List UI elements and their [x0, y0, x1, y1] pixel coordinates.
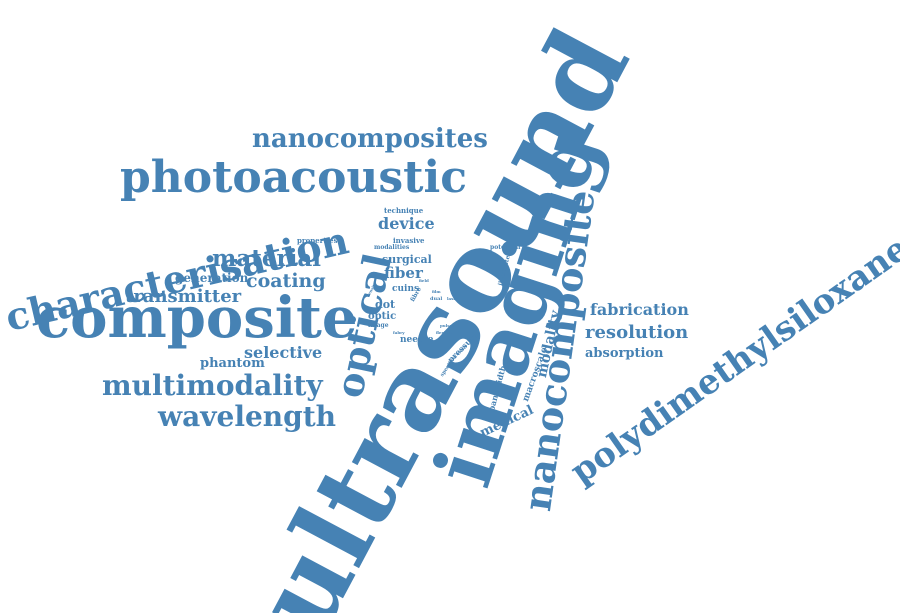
cloud-word: absorption	[585, 346, 664, 361]
cloud-word: wavelength	[158, 400, 337, 433]
cloud-word: dot	[375, 298, 396, 311]
cloud-word: properties	[297, 236, 338, 245]
cloud-word: needle	[400, 335, 434, 345]
cloud-word: field	[419, 278, 429, 283]
cloud-word: resolution	[585, 322, 689, 343]
cloud-word: device	[378, 214, 435, 233]
cloud-word: fabrication	[590, 300, 689, 319]
cloud-word: technique	[384, 206, 424, 215]
cloud-word: modalities	[374, 244, 410, 251]
cloud-word: film	[432, 289, 441, 294]
cloud-word: surgical	[382, 253, 432, 266]
cloud-word: optic	[368, 311, 397, 322]
cloud-word: fiber	[384, 264, 423, 282]
cloud-word: flexible	[436, 330, 453, 335]
cloud-word: pulses	[440, 323, 455, 328]
cloud-word: dual	[430, 296, 443, 302]
cloud-word: transmitter	[125, 286, 242, 307]
cloud-word: selective	[244, 343, 323, 362]
cloud-word: invasive	[393, 236, 425, 245]
cloud-word: potential	[490, 244, 521, 251]
cloud-word: cuins	[392, 284, 420, 294]
cloud-word: image	[368, 322, 389, 329]
cloud-word: generation	[175, 271, 249, 285]
cloud-word: nanocomposites	[252, 124, 488, 154]
cloud-word: phantom	[200, 356, 265, 371]
cloud-word: material	[212, 245, 321, 272]
cloud-word: multimodality	[102, 369, 323, 402]
cloud-word: coating	[246, 270, 326, 292]
cloud-word: laser	[447, 296, 459, 301]
cloud-word: fabry	[393, 330, 405, 335]
cloud-word: composite	[36, 285, 358, 351]
cloud-word: photoacoustic	[120, 152, 468, 203]
